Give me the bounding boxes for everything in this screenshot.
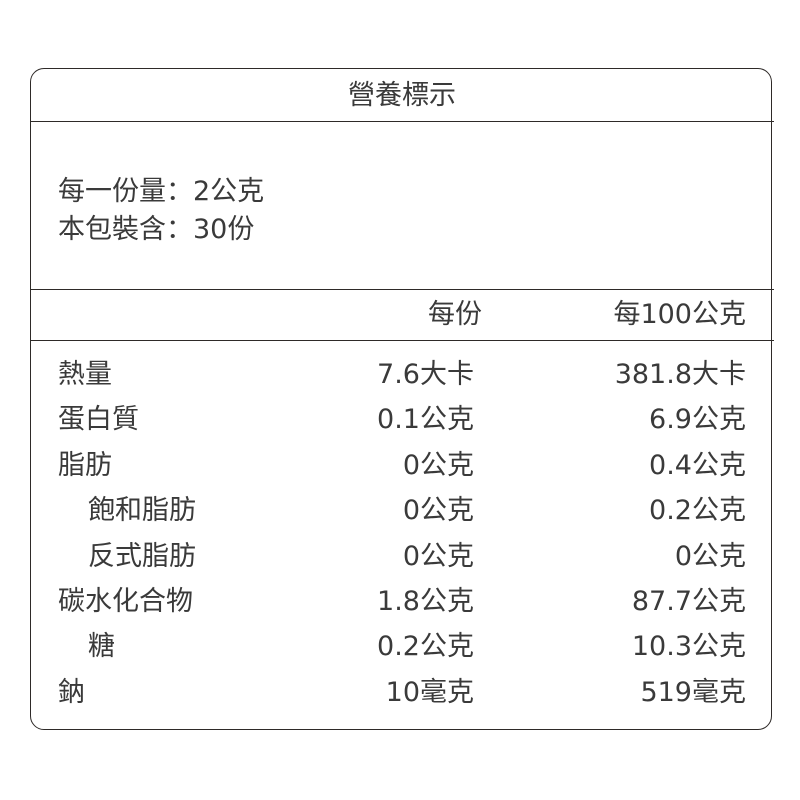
value-per-serving: 0.2公克 — [377, 631, 474, 663]
value-per-serving: 0.1公克 — [377, 404, 474, 436]
header-per-100g: 每100公克 — [613, 299, 746, 330]
value-per-100g: 87.7公克 — [631, 586, 746, 617]
value-per-serving: 0公克 — [402, 495, 474, 527]
nutrient-name: 熱量 — [58, 359, 112, 390]
nutrient-name: 脂肪 — [58, 449, 112, 481]
value-per-serving: 10毫克 — [385, 676, 474, 708]
nutrition-label-frame — [30, 68, 772, 730]
value-per-100g: 10.3公克 — [631, 631, 746, 663]
nutrient-name: 碳水化合物 — [58, 586, 193, 617]
nutrient-name: 鈉 — [58, 676, 85, 708]
servings-per-package: 本包裝含：30份 — [58, 214, 255, 245]
header-per-serving: 每份 — [428, 299, 482, 330]
divider — [30, 121, 774, 122]
value-per-100g: 6.9公克 — [649, 404, 746, 436]
divider — [30, 289, 774, 290]
value-per-100g: 0.4公克 — [649, 449, 746, 481]
divider — [30, 340, 774, 341]
value-per-100g: 381.8大卡 — [614, 359, 746, 390]
nutrient-name: 糖 — [88, 631, 115, 663]
value-per-serving: 0公克 — [402, 540, 474, 572]
value-per-100g: 0.2公克 — [649, 495, 746, 527]
nutrient-name: 反式脂肪 — [88, 540, 196, 572]
value-per-serving: 1.8公克 — [377, 586, 474, 617]
value-per-100g: 0公克 — [674, 540, 746, 572]
nutrient-name: 蛋白質 — [58, 404, 139, 436]
value-per-serving: 7.6大卡 — [377, 359, 474, 390]
serving-size: 每一份量：2公克 — [58, 176, 265, 207]
label-title: 營養標示 — [348, 80, 456, 111]
value-per-100g: 519毫克 — [640, 676, 746, 708]
value-per-serving: 0公克 — [402, 449, 474, 481]
nutrient-name: 飽和脂肪 — [88, 495, 196, 527]
